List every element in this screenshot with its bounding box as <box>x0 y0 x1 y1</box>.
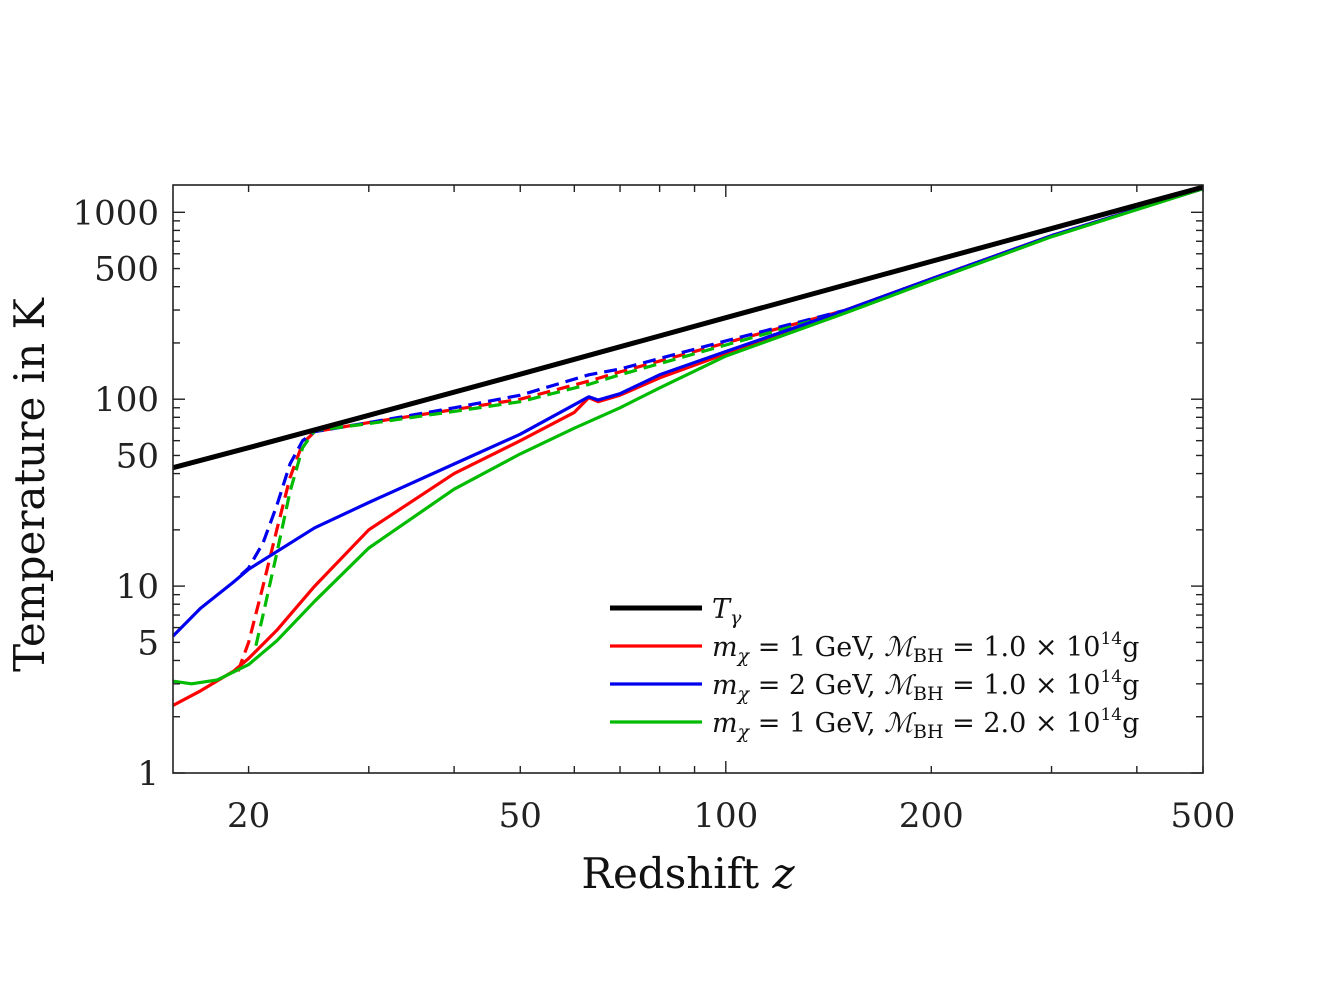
x-tick-label: 100 <box>693 796 758 836</box>
legend-label-m1_M2_gas: mχ = 1 GeV, ℳBH = 2.0 × 1014g <box>712 705 1139 743</box>
y-axis-title: Temperature in K <box>5 297 54 672</box>
y-tick-label: 50 <box>116 436 159 476</box>
x-tick-label: 500 <box>1171 796 1236 836</box>
x-axis-title: Redshift z <box>581 849 795 898</box>
x-tick-label: 200 <box>899 796 964 836</box>
x-axis-variable: z <box>772 849 796 898</box>
y-tick-label: 1 <box>137 754 159 794</box>
series-line-m1_M2_gas <box>172 187 1204 686</box>
y-tick-label: 100 <box>94 380 159 420</box>
legend-label-m1_M1_gas: mχ = 1 GeV, ℳBH = 1.0 × 1014g <box>712 629 1139 667</box>
plot-frame <box>172 184 1204 774</box>
y-tick-label: 500 <box>94 250 159 290</box>
y-tick-label: 5 <box>137 623 159 663</box>
x-tick-label: 50 <box>499 796 542 836</box>
legend-label-T_gamma: Tγ <box>712 594 742 629</box>
series-line-T_gamma <box>172 184 1204 471</box>
x-tick-label: 20 <box>227 796 270 836</box>
series-line-m1_M2_dm <box>254 187 1204 647</box>
x-axis-title-text: Redshift <box>581 849 759 898</box>
legend-label-m2_M1_gas: mχ = 2 GeV, ℳBH = 1.0 × 1014g <box>712 667 1139 705</box>
series-line-m1_M1_gas <box>172 187 1204 707</box>
series-line-m2_M1_gas <box>171 187 1204 638</box>
series-line-m2_M1_dm <box>240 187 1204 576</box>
y-tick-label: 1000 <box>72 193 159 233</box>
y-tick-label: 10 <box>116 567 159 607</box>
